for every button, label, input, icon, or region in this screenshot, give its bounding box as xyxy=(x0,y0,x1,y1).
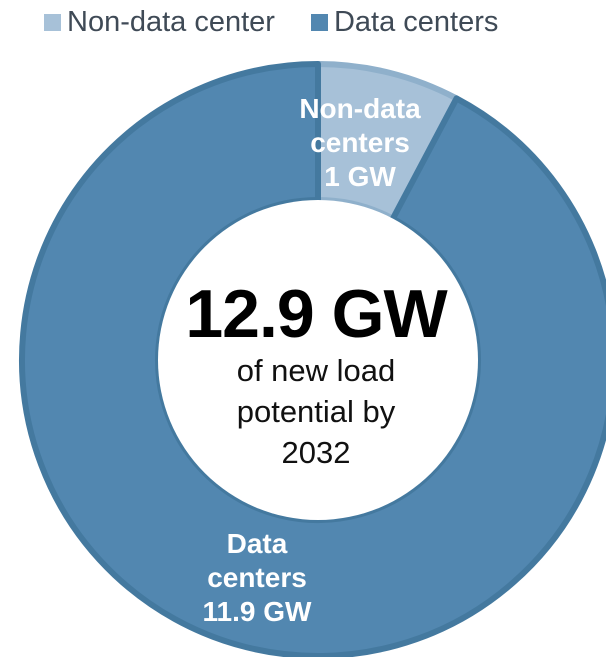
legend-label-non-data-center: Non-data center xyxy=(67,5,275,38)
center-total-value: 12.9 GW xyxy=(185,276,447,352)
legend-swatch-data-centers xyxy=(310,13,328,31)
slice-label-line: centers xyxy=(207,562,307,593)
legend-item-non-data-center: Non-data center xyxy=(44,6,275,39)
donut-hole xyxy=(158,200,478,520)
slice-label-line: 1 GW xyxy=(324,161,396,192)
slice-label-line: 11.9 GW xyxy=(202,596,312,627)
center-caption-line: potential by xyxy=(236,394,396,429)
slice-label-non-data-centers: Non-data centers 1 GW xyxy=(270,92,450,194)
slice-label-line: Non-data xyxy=(299,93,421,124)
legend: Non-data center Data centers xyxy=(44,2,498,42)
center-caption: of new load potential by 2032 xyxy=(166,350,466,473)
slice-label-data-centers: Data centers 11.9 GW xyxy=(172,527,342,629)
legend-label-data-centers: Data centers xyxy=(333,5,499,38)
center-caption-line: 2032 xyxy=(281,435,351,470)
slice-label-line: centers xyxy=(310,127,410,158)
slice-label-line: Data xyxy=(226,528,288,559)
legend-item-data-centers: Data centers xyxy=(310,5,499,39)
center-caption-line: of new load xyxy=(236,353,396,388)
legend-swatch-non-data-center xyxy=(44,13,61,31)
